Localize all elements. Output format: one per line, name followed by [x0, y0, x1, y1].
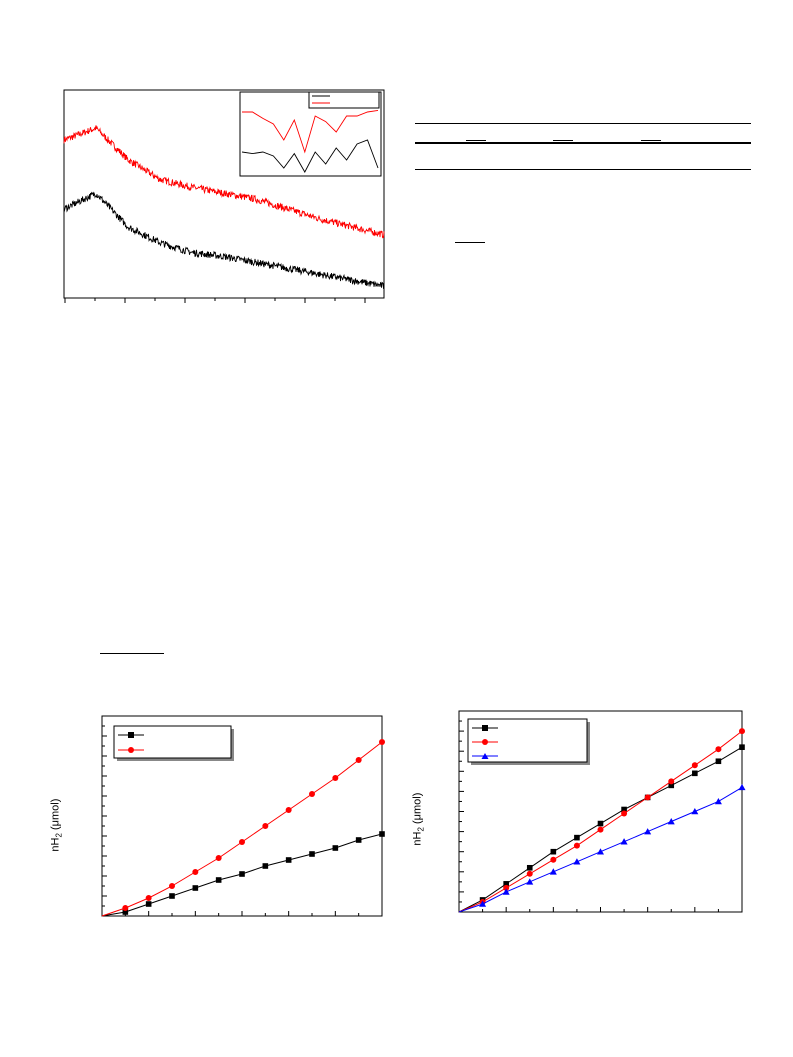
data-point: [621, 810, 628, 817]
data-point: [550, 856, 557, 863]
data-point: [192, 869, 199, 875]
data-point: [239, 839, 245, 845]
table-header-mark-3: [641, 140, 661, 141]
data-point: [668, 778, 675, 785]
data-point: [169, 893, 175, 899]
data-point: [122, 909, 129, 915]
hydrogen-chart-left: [101, 715, 385, 917]
data-point: [691, 808, 699, 815]
series-group: [101, 739, 385, 917]
data-point: [550, 848, 557, 855]
data-point: [620, 838, 628, 845]
spectrum-chart: [63, 89, 385, 303]
data-point: [715, 758, 722, 765]
y-axis-label-left: nH2 (μmol): [49, 798, 64, 852]
inset-chart: [239, 91, 382, 177]
legend-marker-square: [128, 732, 134, 738]
data-point: [285, 857, 292, 863]
data-point: [597, 826, 604, 833]
data-point: [262, 823, 269, 829]
data-point: [621, 806, 627, 813]
data-point: [691, 762, 698, 769]
table-header-mark-2: [553, 140, 573, 141]
data-point: [332, 845, 339, 851]
data-point: [667, 818, 675, 825]
data-point: [738, 783, 746, 791]
data-point: [309, 791, 315, 797]
data-point: [503, 884, 510, 891]
data-point: [239, 871, 245, 877]
data-point: [644, 828, 652, 835]
legend: [113, 725, 234, 761]
data-point: [479, 900, 487, 907]
data-point: [379, 831, 385, 837]
table-header-rule: [415, 142, 751, 144]
data-point: [739, 728, 745, 735]
data-point: [715, 746, 722, 753]
spectrum-series-1: [63, 191, 385, 289]
hydrogen-chart-right: [458, 710, 746, 913]
data-point: [526, 864, 533, 871]
legend: [467, 718, 590, 765]
data-point: [597, 820, 604, 827]
data-point: [285, 807, 292, 813]
legend-marker-circle: [128, 747, 134, 753]
data-point: [502, 888, 510, 895]
data-point: [145, 901, 152, 907]
inset-legend: [308, 91, 380, 109]
spectrum-series-0: [63, 125, 385, 239]
table-bottom-rule: [415, 169, 751, 170]
legend-marker-triangle: [481, 753, 489, 759]
data-point: [668, 782, 675, 789]
data-point: [714, 797, 722, 805]
data-point: [332, 775, 339, 781]
data-point: [169, 883, 175, 889]
table-header-mark-1: [466, 140, 486, 141]
legend-marker-square: [482, 725, 488, 731]
data-point: [262, 863, 269, 869]
inset-series-1: [242, 109, 379, 154]
data-point: [597, 848, 604, 855]
axis-ticks: [458, 710, 743, 913]
data-point: [309, 851, 315, 857]
data-point: [355, 837, 362, 843]
inset-series-0: [241, 139, 379, 173]
y-axis-label-right: nH2 (μmol): [411, 792, 426, 846]
data-point: [122, 905, 129, 911]
data-point: [215, 855, 222, 861]
data-point: [573, 842, 580, 849]
data-point: [573, 858, 581, 865]
data-point: [644, 794, 651, 801]
axis-ticks: [101, 715, 383, 917]
data-point: [215, 877, 222, 883]
data-point: [549, 868, 557, 875]
legend-marker-circle: [482, 739, 488, 745]
data-point: [526, 870, 533, 877]
data-point: [355, 757, 362, 763]
data-point: [692, 770, 698, 777]
fraction-bar-2: [100, 653, 164, 654]
x-ticks: [64, 298, 366, 303]
fraction-bar: [455, 242, 485, 243]
series-group: [63, 125, 385, 289]
data-point: [145, 895, 152, 901]
data-point: [379, 739, 385, 745]
data-point: [526, 878, 534, 885]
data-point: [192, 885, 199, 891]
table-top-rule: [415, 123, 751, 124]
series-group: [458, 728, 746, 913]
data-point: [739, 744, 745, 750]
plot-frame: [63, 89, 385, 299]
series-line-1: [101, 741, 383, 917]
data-point: [574, 834, 580, 841]
data-point: [503, 881, 509, 887]
